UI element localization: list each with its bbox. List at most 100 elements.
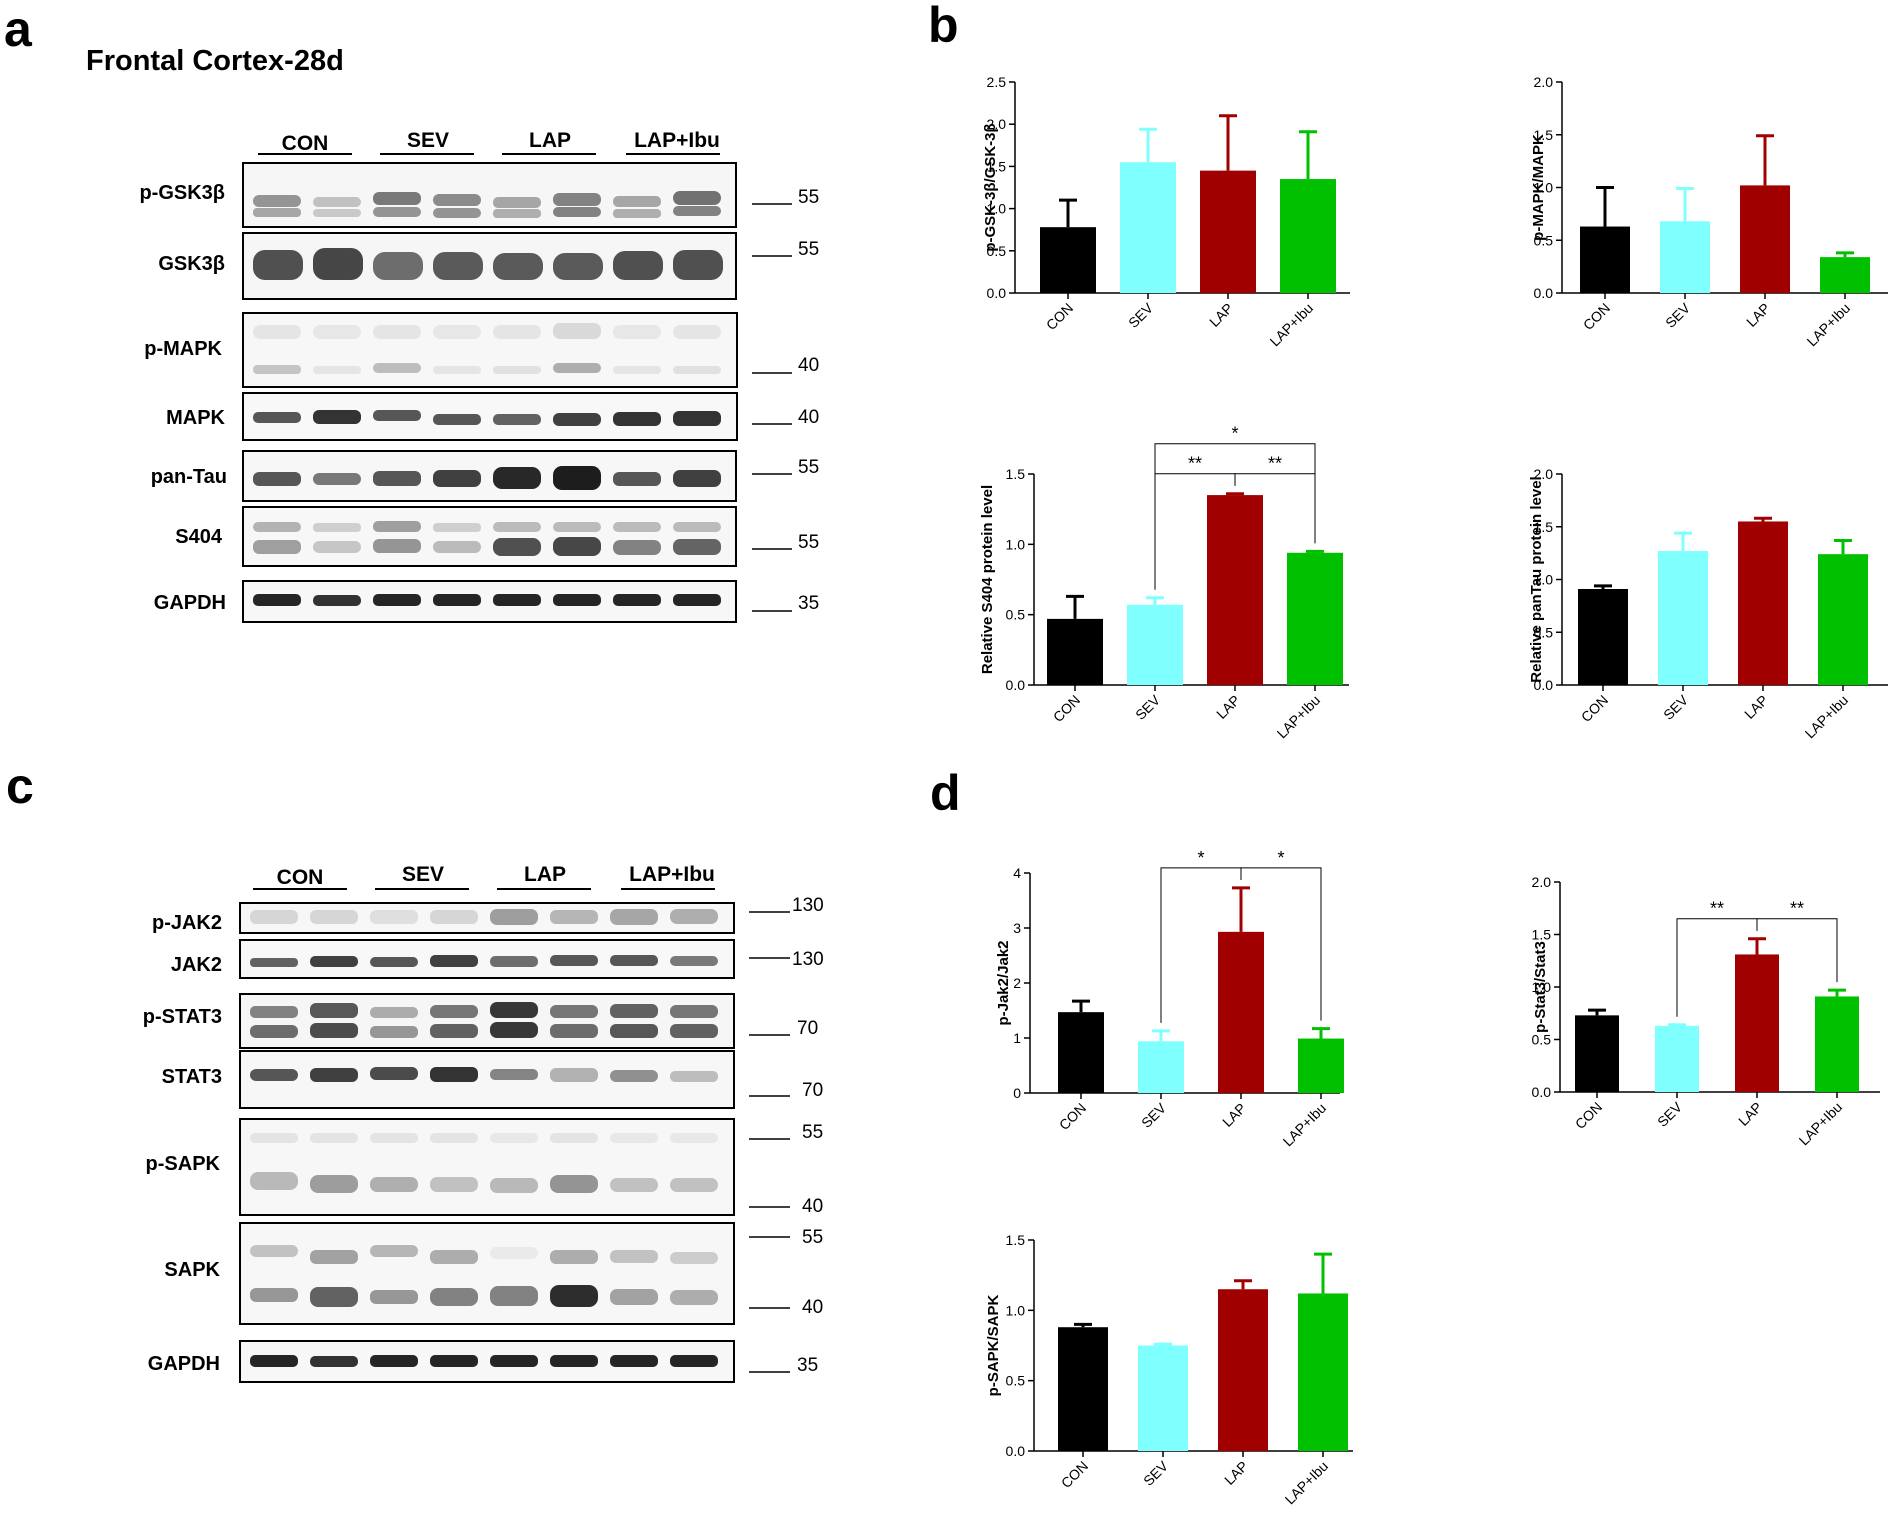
mw-marker: 130	[792, 895, 824, 916]
x-tick-label: CON	[1056, 1100, 1089, 1133]
blot-a-rows: p-GSK3β 55 GSK3β 55	[139, 162, 819, 623]
y-tick-label: 2.0	[1534, 74, 1554, 90]
mw-marker: 70	[797, 1018, 818, 1039]
blot-group-label: CON	[282, 132, 329, 155]
bar	[1120, 162, 1176, 293]
mw-marker: 35	[798, 593, 819, 614]
x-tick-label: SEV	[1140, 1457, 1172, 1489]
mw-marker: 40	[798, 355, 819, 376]
panel-letter-b: b	[928, 0, 959, 53]
blot-row-label: SAPK	[164, 1259, 220, 1281]
y-tick-label: 0.0	[1532, 1084, 1552, 1100]
bar	[1287, 552, 1343, 685]
panel-letter-c: c	[6, 758, 34, 814]
bar	[1058, 1327, 1108, 1451]
significance-bracket	[1756, 918, 1838, 983]
panel-letter-d: d	[930, 765, 961, 821]
bar	[1138, 1345, 1188, 1451]
mw-marker: 40	[798, 407, 819, 428]
blot-row-label: p-STAT3	[143, 1006, 222, 1028]
blot-bands	[253, 191, 721, 218]
blot-bands	[253, 323, 721, 374]
y-axis-label: p-Stat3/Stat3	[1532, 941, 1549, 1033]
x-tick-label: CON	[1572, 1099, 1605, 1132]
significance-label: **	[1188, 454, 1202, 474]
y-tick-label: 0.5	[1006, 1373, 1026, 1389]
blot-membrane	[242, 312, 738, 388]
x-tick-label: CON	[1050, 692, 1083, 725]
blot-row-label: GSK3β	[158, 253, 225, 275]
mw-marker: 55	[802, 1122, 823, 1143]
x-tick-label: LAP+Ibu	[1280, 1100, 1330, 1150]
blot-row-label: p-MAPK	[144, 338, 222, 360]
y-tick-label: 1.5	[1006, 466, 1026, 482]
y-tick-label: 0	[1013, 1085, 1021, 1101]
blot-bands	[250, 1133, 718, 1193]
y-tick-label: 1.0	[1534, 180, 1554, 196]
y-tick-label: 1.5	[987, 158, 1007, 174]
y-tick-label: 2	[1013, 975, 1021, 991]
mw-marker: 70	[802, 1080, 823, 1101]
y-tick-label: 3	[1013, 920, 1021, 936]
y-axis-label: p-SAPK/SAPK	[985, 1295, 1002, 1397]
bar	[1298, 1293, 1348, 1451]
x-tick-label: LAP	[1741, 692, 1771, 722]
y-tick-label: 0.5	[987, 243, 1007, 259]
blot-c-groups: CON SEV LAP LAP+Ibu	[253, 863, 715, 890]
y-tick-label: 1.5	[1006, 1232, 1026, 1248]
y-tick-label: 2.0	[987, 116, 1007, 132]
x-tick-label: LAP	[1206, 300, 1236, 330]
bar-chart-d3: 0.0 0.5 1.0 1.5 p-SAPK/SAPK CON SEV LAP LAP+Ibu	[985, 1232, 1353, 1507]
y-tick-label: 1.0	[987, 201, 1007, 217]
significance-label: *	[1277, 848, 1284, 868]
blot-membrane	[239, 1118, 735, 1216]
x-tick-label: CON	[1580, 300, 1613, 333]
x-tick-label: LAP+Ibu	[1804, 300, 1854, 350]
x-tick-label: LAP	[1213, 692, 1243, 722]
blot-group-label: SEV	[402, 863, 444, 886]
y-tick-label: 0.0	[1534, 677, 1554, 693]
blot-bands	[253, 521, 721, 556]
x-tick-label: LAP	[1219, 1100, 1249, 1130]
y-axis-label: p-Jak2/Jak2	[995, 940, 1012, 1025]
bar	[1738, 521, 1788, 685]
x-tick-label: SEV	[1660, 691, 1692, 723]
bar	[1218, 1289, 1268, 1451]
y-tick-label: 1.5	[1534, 519, 1554, 535]
mw-marker: 55	[802, 1227, 823, 1248]
bar	[1658, 551, 1708, 685]
bar	[1127, 604, 1183, 685]
y-tick-label: 0.0	[1006, 1443, 1026, 1459]
bar	[1280, 179, 1336, 293]
x-tick-label: LAP+Ibu	[1802, 692, 1852, 742]
blot-c-rows: p-JAK2 130 JAK2 130	[143, 895, 824, 1383]
y-axis-label: Relative panTau protein level	[1528, 476, 1545, 682]
x-tick-label: SEV	[1662, 299, 1694, 331]
blot-group-label: LAP	[529, 129, 571, 152]
bar-chart-b1: 0.0 0.5 1.0 1.5 2.0 2.5 p-GSK-3β/GSK-3β CON SEV L…	[982, 74, 1350, 349]
panel-letter-a: a	[4, 1, 33, 57]
x-tick-label: LAP+Ibu	[1796, 1099, 1846, 1149]
blot-bands	[250, 955, 718, 967]
mw-marker: 55	[798, 239, 819, 260]
mw-marker: 55	[798, 532, 819, 553]
blot-group-label: LAP+Ibu	[629, 863, 715, 886]
bar	[1820, 257, 1870, 293]
bar-chart-d2: 0.0 0.5 1.0 1.5 2.0 p-Stat3/Stat3 CON SEV LAP LAP…	[1532, 874, 1880, 1148]
blot-group-label: LAP	[524, 863, 566, 886]
mw-marker: 40	[802, 1196, 823, 1217]
x-tick-label: CON	[1578, 692, 1611, 725]
blot-row-label: S404	[175, 526, 223, 548]
x-tick-label: CON	[1058, 1458, 1091, 1491]
x-tick-label: LAP+Ibu	[1274, 692, 1324, 742]
blot-row-label: GAPDH	[154, 592, 226, 614]
blot-membrane	[242, 162, 737, 228]
blot-membrane	[242, 506, 737, 567]
bar-chart-b2: 0.0 0.5 1.0 1.5 2.0 p-MAPK/MAPK CON SEV LAP LAP+I…	[1530, 74, 1888, 349]
x-tick-label: CON	[1043, 300, 1076, 333]
blot-bands	[253, 410, 721, 426]
blot-membrane	[239, 1222, 735, 1325]
y-tick-label: 0.5	[1534, 232, 1554, 248]
